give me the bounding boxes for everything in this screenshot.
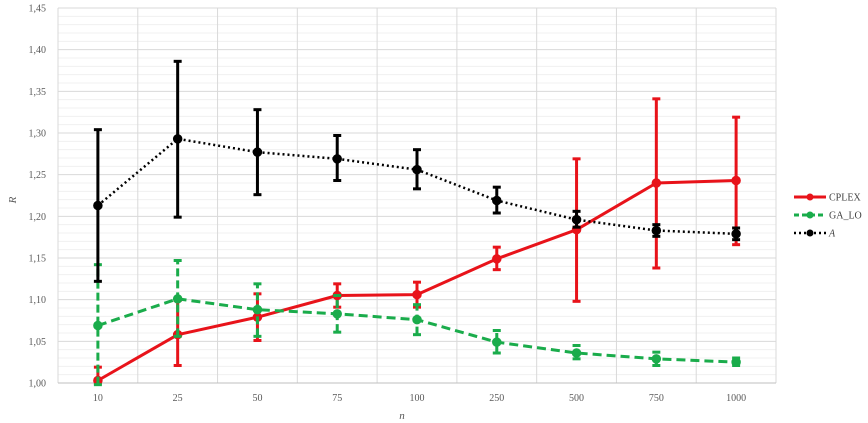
x-tick-label: 500 — [569, 393, 584, 404]
y-tick-label: 1,35 — [29, 87, 47, 98]
data-point — [651, 354, 662, 364]
y-tick-label: 1,45 — [29, 4, 47, 15]
data-point — [731, 357, 741, 367]
legend-label: CPLEX — [829, 193, 861, 204]
data-point — [492, 337, 502, 347]
data-point — [93, 200, 103, 211]
data-point — [571, 214, 582, 225]
data-point — [492, 254, 502, 264]
legend-label: GA_LO — [829, 211, 862, 222]
x-tick-label: 75 — [332, 393, 342, 404]
y-tick-label: 1,00 — [29, 379, 47, 390]
x-tick-label: 25 — [173, 393, 183, 404]
x-tick-label: 50 — [252, 393, 262, 404]
x-tick-label: 100 — [410, 393, 425, 404]
data-point — [172, 294, 183, 304]
y-tick-label: 1,30 — [29, 129, 47, 140]
legend-swatch-marker — [806, 229, 814, 237]
y-tick-labels: 1,00 1,05 1,10 1,15 1,20 1,25 1,30 1,35 1,40 1,45 — [29, 4, 47, 390]
data-point — [412, 314, 422, 325]
legend-swatch-marker — [806, 211, 814, 219]
series-ga-lo — [93, 259, 741, 387]
data-point — [172, 134, 183, 144]
data-point — [252, 147, 263, 157]
data-point — [571, 348, 582, 358]
y-tick-label: 1,25 — [29, 170, 47, 181]
error-bar — [492, 329, 501, 355]
x-axis-title: n — [399, 410, 405, 422]
data-point — [651, 225, 662, 236]
y-tick-label: 1,15 — [29, 254, 47, 265]
x-tick-labels: 10 25 50 75 100 250 500 750 1000 — [93, 393, 746, 404]
y-tick-label: 1,20 — [29, 212, 47, 223]
data-point — [412, 164, 422, 175]
legend-item: A — [794, 229, 836, 240]
legend-item: GA_LO — [794, 211, 862, 222]
x-tick-label: 750 — [649, 393, 664, 404]
x-tick-label: 250 — [489, 393, 504, 404]
data-point — [93, 320, 103, 331]
y-tick-label: 1,10 — [29, 295, 47, 306]
legend: CPLEX GA_LO A — [794, 193, 862, 240]
data-point — [492, 195, 502, 206]
legend-item: CPLEX — [794, 193, 861, 204]
y-tick-label: 1,05 — [29, 337, 47, 348]
series-line — [97, 179, 737, 382]
x-tick-label: 10 — [93, 393, 103, 404]
plot-area — [93, 59, 741, 387]
x-tick-label: 1000 — [726, 393, 746, 404]
data-point — [412, 289, 422, 300]
data-point — [252, 304, 263, 315]
y-axis-title: R — [7, 196, 19, 204]
data-point — [731, 175, 741, 186]
data-point — [332, 309, 342, 319]
y-tick-label: 1,40 — [29, 45, 47, 56]
series-cplex — [93, 97, 741, 386]
data-point — [332, 154, 342, 164]
legend-label: A — [828, 229, 836, 240]
data-point — [651, 178, 662, 188]
data-point — [731, 229, 741, 239]
series-a — [93, 59, 741, 283]
legend-swatch-marker — [806, 193, 814, 201]
